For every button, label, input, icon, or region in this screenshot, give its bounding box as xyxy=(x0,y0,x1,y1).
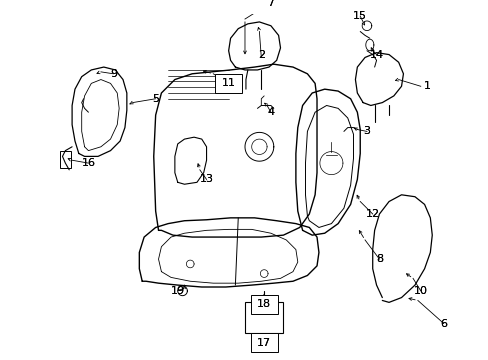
Text: 14: 14 xyxy=(369,50,383,59)
Text: 7: 7 xyxy=(267,0,274,8)
FancyBboxPatch shape xyxy=(257,0,284,12)
Text: 8: 8 xyxy=(375,254,382,264)
FancyBboxPatch shape xyxy=(250,295,277,314)
Text: 3: 3 xyxy=(363,126,370,136)
Text: 2: 2 xyxy=(257,50,264,59)
Text: 8: 8 xyxy=(375,254,382,264)
FancyBboxPatch shape xyxy=(250,333,277,352)
Text: 4: 4 xyxy=(267,107,274,117)
Text: 10: 10 xyxy=(413,286,427,296)
Text: 1: 1 xyxy=(423,81,430,91)
Bar xyxy=(244,302,283,333)
Text: 19: 19 xyxy=(170,286,184,296)
Text: 11: 11 xyxy=(221,78,235,89)
Text: 9: 9 xyxy=(110,69,117,79)
Text: 18: 18 xyxy=(257,299,271,309)
Text: 15: 15 xyxy=(352,11,366,21)
Text: 2: 2 xyxy=(257,50,264,59)
Text: 3: 3 xyxy=(363,126,370,136)
FancyBboxPatch shape xyxy=(215,74,242,93)
Text: 11: 11 xyxy=(221,78,235,89)
Text: 13: 13 xyxy=(199,175,213,184)
Text: 18: 18 xyxy=(257,299,271,309)
Text: 9: 9 xyxy=(110,69,117,79)
Text: 19: 19 xyxy=(170,286,184,296)
Text: 13: 13 xyxy=(199,175,213,184)
Text: 1: 1 xyxy=(423,81,430,91)
Text: 16: 16 xyxy=(81,158,95,168)
Text: 12: 12 xyxy=(365,209,379,219)
Text: 14: 14 xyxy=(369,50,383,59)
Text: 15: 15 xyxy=(352,11,366,21)
Text: 7: 7 xyxy=(267,0,274,8)
Text: 10: 10 xyxy=(413,286,427,296)
Text: 16: 16 xyxy=(81,158,95,168)
Text: 5: 5 xyxy=(152,94,159,104)
Text: 12: 12 xyxy=(365,209,379,219)
Text: 4: 4 xyxy=(267,107,274,117)
Text: 17: 17 xyxy=(257,338,271,348)
Text: 6: 6 xyxy=(439,319,447,329)
Text: 6: 6 xyxy=(439,319,447,329)
Text: 17: 17 xyxy=(257,338,271,348)
Text: 5: 5 xyxy=(152,94,159,104)
